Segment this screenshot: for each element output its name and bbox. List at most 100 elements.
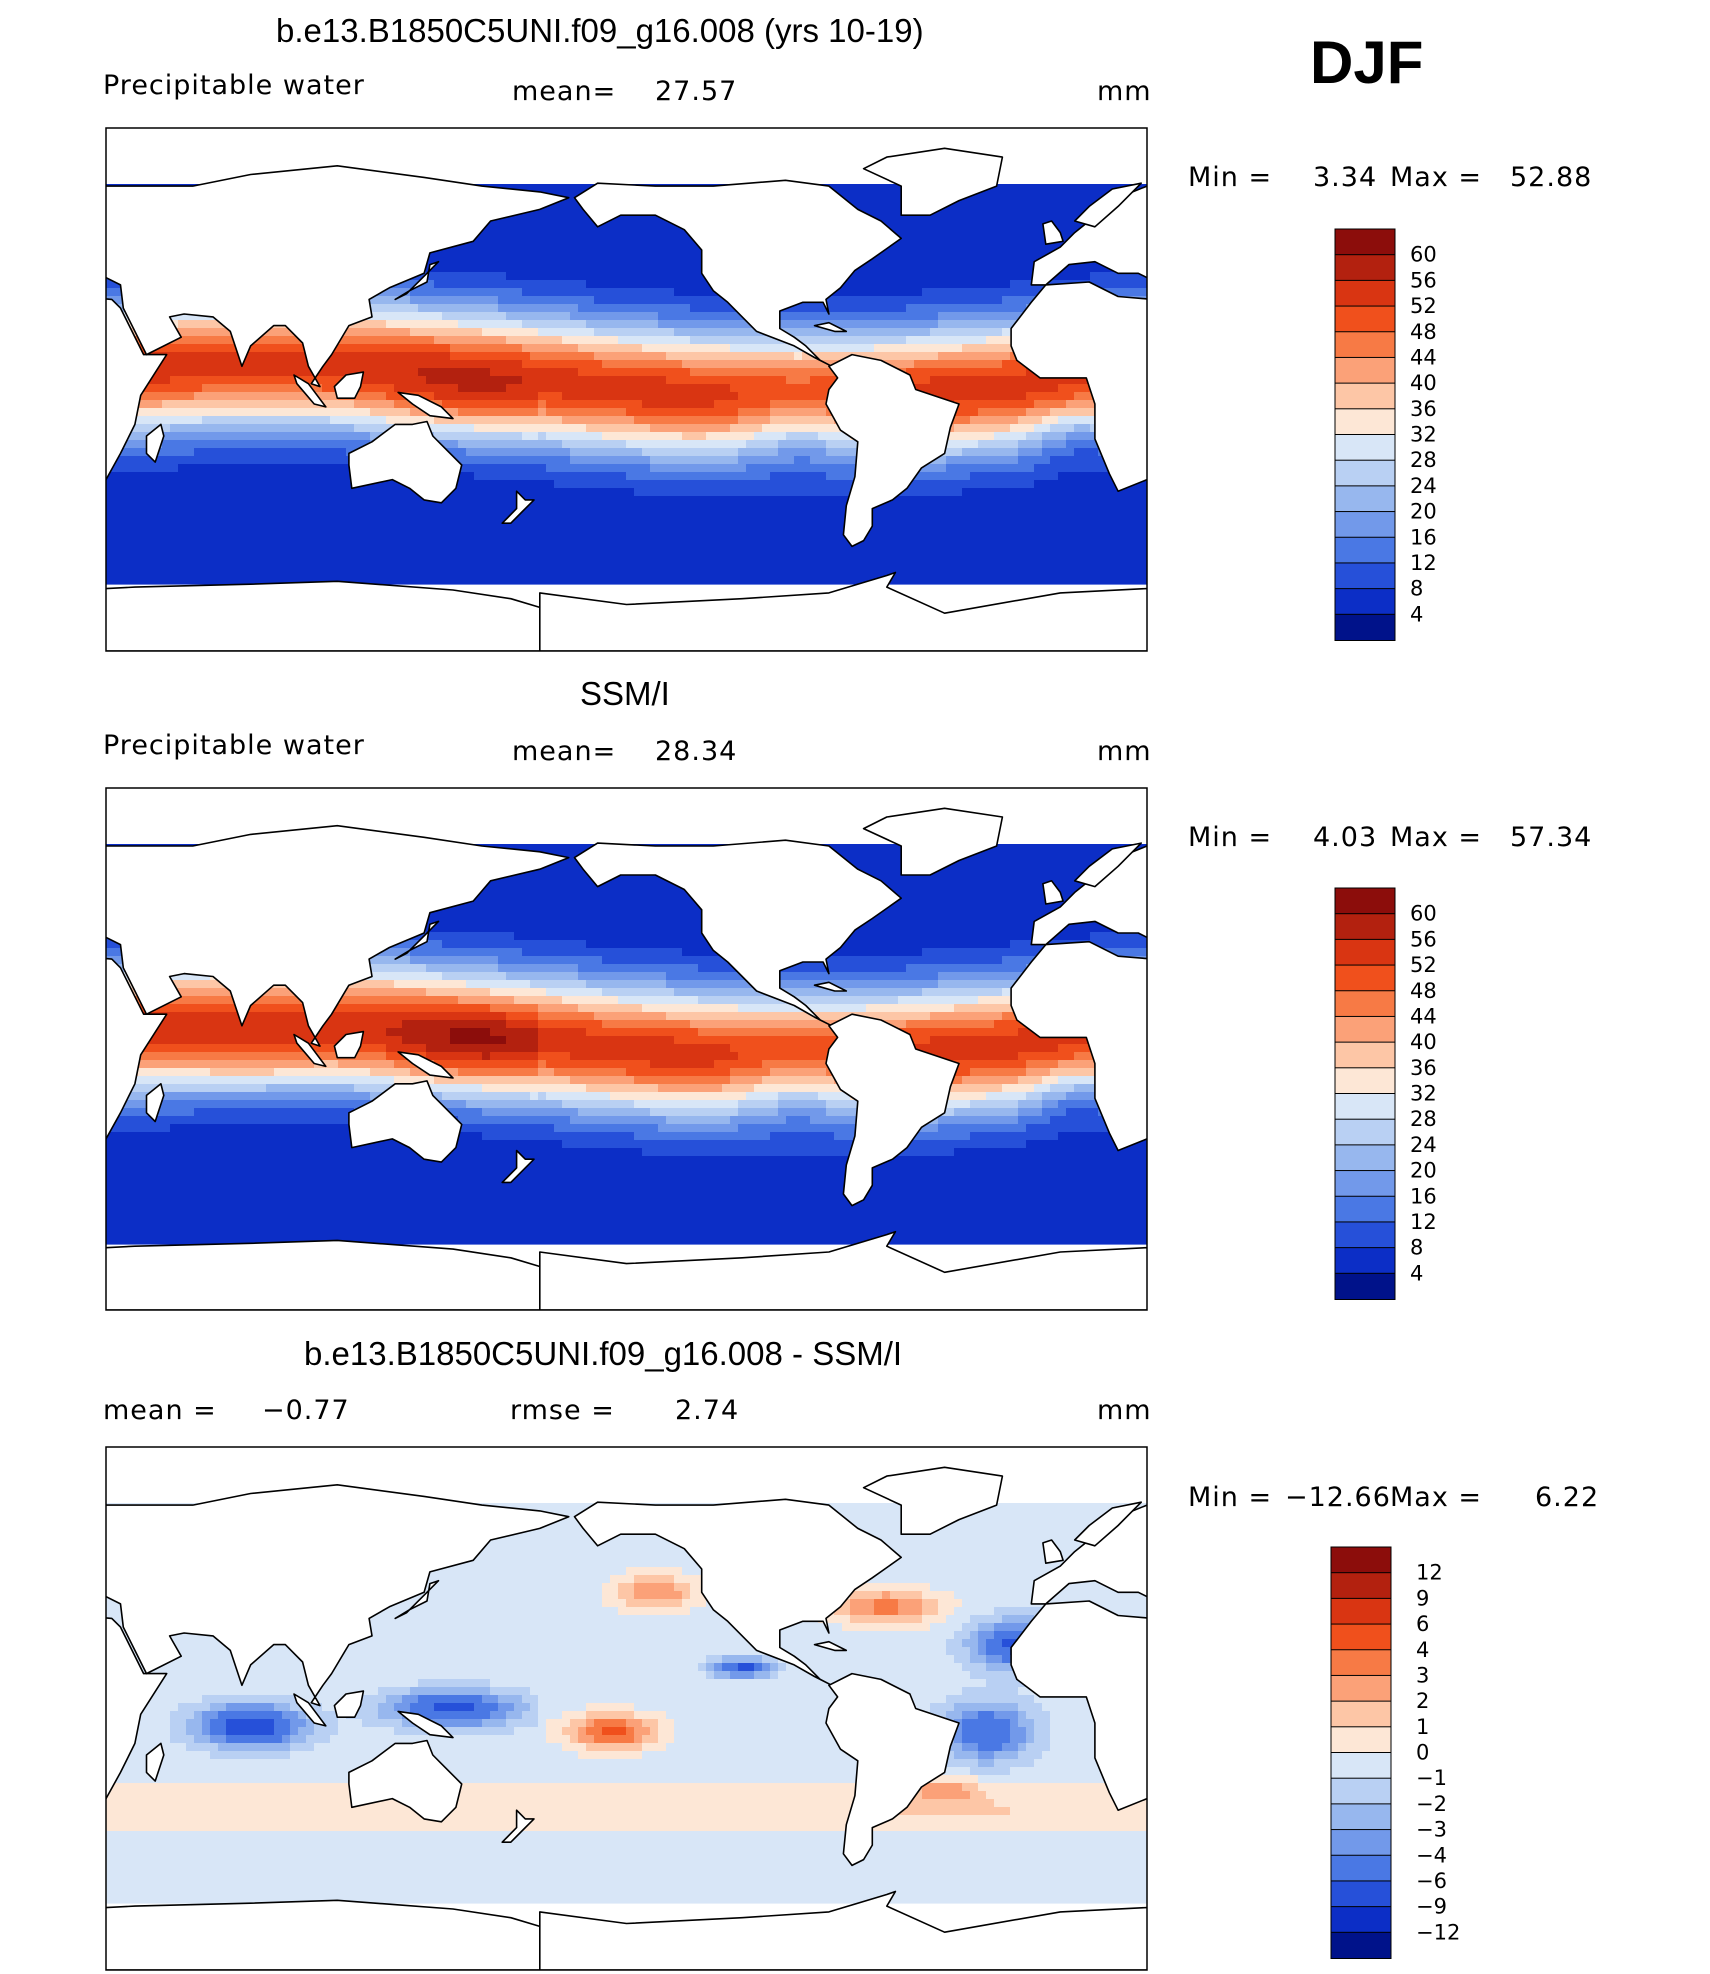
panel-1-colorbar-tick: 20 [1410,500,1437,524]
land-scandinavia [1073,842,1142,888]
land-sumatra [293,1033,327,1068]
panel-1-colorbar-tick: 12 [1410,551,1437,575]
land-borneo [333,371,365,400]
panel-2-colorbar-tick: 44 [1410,1004,1437,1028]
panel-2-map [106,788,1147,1310]
panel-3-colorbar-box [1330,1674,1392,1703]
land-namerica [573,1498,903,1687]
land-africa [1010,940,1147,1152]
land-japan [394,920,440,960]
panel-2-frame [105,787,1148,1311]
land-greenland [862,1466,1004,1535]
land-eurasia [106,165,570,388]
panel-2-units: mm [1097,736,1152,767]
land-newguinea [397,391,454,420]
panel-1-colorbar-tick: 24 [1410,474,1437,498]
panel-3-colorbar-tick: 3 [1416,1663,1429,1687]
panel-3-title: b.e13.B1850C5UNI.f09_g16.008 - SSM/I [304,1335,903,1372]
panel-1-colorbar-tick: 60 [1410,243,1437,267]
land-antarctica [538,571,1147,651]
panel-2-colorbar-tick: 16 [1410,1184,1437,1208]
panel-1-colorbar-box [1334,279,1396,308]
panel-3-colorbar-box [1330,1752,1392,1780]
panel-2-colorbar-box [1334,1144,1396,1172]
panel-3-colorbar-tick: −2 [1416,1792,1447,1816]
land-eurasia [1030,1504,1147,1605]
land-scandinavia [1073,1501,1142,1547]
panel-2-max-value: 57.34 [1510,822,1593,853]
land-samerica [825,1672,960,1867]
panel-1-colorbar-box [1334,459,1396,487]
panel-1-colorbar-tick: 44 [1410,345,1437,369]
panel-2-colorbar-box [1334,1118,1396,1146]
panel-1-colorbar-box [1334,254,1396,282]
land-eurasia [1030,185,1147,286]
panel-2-colorbar-tick: 36 [1410,1056,1437,1080]
panel-2-colorbar-tick: 8 [1410,1236,1423,1260]
land-nz [501,1809,535,1843]
panel-2-colorbar-box [1334,1247,1396,1275]
panel-3-colorbar-tick: 4 [1416,1638,1429,1662]
panel-2-colorbar-tick: 56 [1410,927,1437,951]
panel-1-colorbar-tick: 52 [1410,294,1437,318]
panel-1-colorbar-box [1334,305,1396,333]
panel-1-max-value: 52.88 [1510,162,1593,193]
land-borneo [333,1030,365,1059]
panel-1-colorbar-tick: 32 [1410,423,1437,447]
land-greenland [862,147,1004,216]
panel-3-colorbar-box [1330,1700,1392,1728]
panel-3-colorbar-box [1330,1649,1392,1677]
panel-1-colorbar-tick: 8 [1410,577,1423,601]
panel-3-colorbar-box [1330,1931,1392,1960]
panel-1-colorbar-tick: 4 [1410,602,1423,626]
panel-1-colorbar-box [1334,434,1396,462]
land-africa [1010,281,1147,493]
panel-2-colorbar-box [1334,964,1396,992]
panel-1-mean-value: 27.57 [655,76,738,107]
panel-1-colorbar-box [1334,536,1396,564]
panel-3-colorbar-box [1330,1546,1392,1574]
panel-2-colorbar-tick: 28 [1410,1107,1437,1131]
panel-1-colorbar-tick: 28 [1410,448,1437,472]
panel-3-colorbar-tick: 12 [1416,1561,1443,1585]
panel-3-colorbar-box [1330,1906,1392,1934]
panel-2-mean-value: 28.34 [655,736,738,767]
panel-2-colorbar-box [1334,1221,1396,1249]
land-britain [1042,879,1064,905]
panel-1-colorbar-tick: 16 [1410,525,1437,549]
panel-1-colorbar-box [1334,485,1396,513]
panel-3-min-value: −12.66 [1285,1482,1391,1513]
panel-3-colorbar-box [1330,1880,1392,1908]
panel-2-variable: Precipitable water [103,730,365,761]
land-madagascar [145,1742,165,1782]
land-newguinea [397,1051,454,1079]
panel-1-min-value: 3.34 [1313,162,1378,193]
panel-2-colorbar-box [1334,887,1396,915]
panel-3-max-label: Max = [1390,1482,1483,1513]
panel-3-units: mm [1097,1395,1152,1426]
panel-2-colorbar-tick: 20 [1410,1159,1437,1183]
land-sumatra [293,1693,327,1727]
land-borneo [333,1690,365,1718]
panel-3-colorbar-box [1330,1777,1392,1805]
panel-2-title: SSM/I [580,675,670,712]
land-namerica [573,179,903,368]
panel-3-colorbar-tick: −6 [1416,1869,1447,1893]
land-australia [348,1080,463,1163]
panel-2-colorbar-box [1334,1067,1396,1095]
panel-3-mean-value: −0.77 [262,1395,350,1426]
panel-2-min-label: Min = [1188,822,1273,853]
panel-1-colorbar-box [1334,331,1396,359]
panel-3-colorbar-box [1330,1572,1392,1600]
panel-2-colorbar-box [1334,1195,1396,1223]
panel-3-colorbar-tick: 6 [1416,1612,1429,1636]
panel-3-colorbar-box [1330,1623,1392,1651]
panel-1-colorbar-box [1334,613,1396,641]
panel-1-colorbar-tick: 40 [1410,371,1437,395]
panel-2-colorbar-box [1334,913,1396,941]
panel-2-colorbar-box [1334,1272,1396,1301]
panel-1-variable: Precipitable water [103,70,365,101]
land-greenland [862,807,1004,876]
panel-3-max-value: 6.22 [1535,1482,1600,1513]
